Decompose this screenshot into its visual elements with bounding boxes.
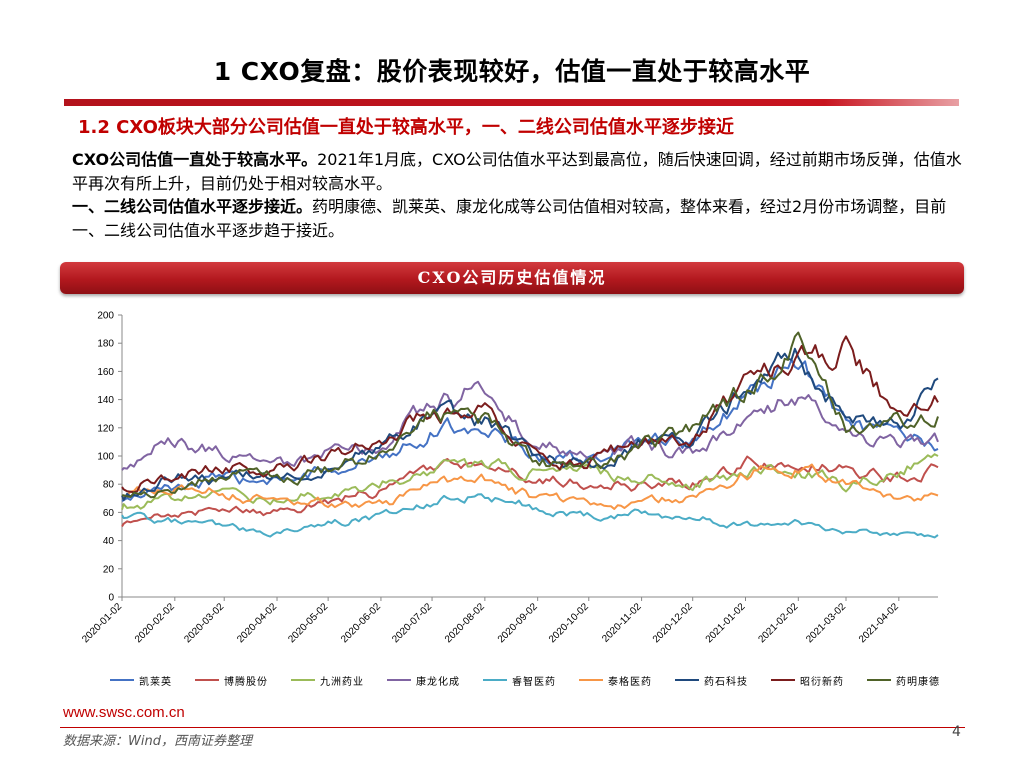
chart-banner: CXO公司历史估值情况 [60, 262, 964, 294]
y-tick-label: 80 [103, 480, 115, 491]
legend-label: 药明康德 [896, 676, 940, 688]
section-subtitle: 1.2 CXO板块大部分公司估值一直处于较高水平，一、二线公司估值水平逐步接近 [78, 117, 734, 138]
y-tick-label: 60 [103, 508, 115, 519]
x-tick-label: 2020-01-02 [80, 601, 124, 645]
y-tick-label: 140 [97, 395, 114, 406]
legend-item-2: 九洲药业 [291, 673, 364, 688]
legend-item-6: 药石科技 [675, 673, 748, 688]
legend-label: 康龙化成 [416, 676, 460, 688]
series-line-1 [121, 455, 939, 528]
footer-rule [60, 727, 965, 728]
site-url[interactable]: www.swsc.com.cn [63, 704, 185, 721]
y-tick-label: 160 [97, 367, 114, 378]
y-tick-label: 40 [103, 536, 115, 547]
legend-swatch [771, 679, 795, 681]
y-tick-label: 120 [97, 423, 114, 434]
legend-swatch [579, 679, 603, 681]
x-tick-label: 2020-09-02 [496, 601, 540, 645]
y-tick-label: 0 [108, 593, 114, 604]
page-number: 4 [952, 724, 961, 740]
legend-item-1: 博腾股份 [195, 673, 268, 688]
legend-swatch [867, 679, 891, 681]
legend-swatch [291, 679, 315, 681]
slide-title: 1 CXO复盘：股价表现较好，估值一直处于较高水平 [213, 57, 811, 86]
legend-label: 睿智医药 [512, 676, 556, 688]
x-tick-label: 2021-03-02 [804, 601, 848, 645]
paragraph-1: CXO公司估值一直处于较高水平。2021年1月底，CXO公司估值水平达到最高位，… [72, 148, 962, 195]
x-tick-label: 2020-02-02 [133, 601, 177, 645]
paragraph-2-text: 药明康德、凯莱英、康龙化成等公司估值相对较高，整体来看，经过2月份市场调整，目前… [72, 197, 947, 240]
series-line-2 [121, 453, 939, 510]
y-tick-label: 100 [97, 452, 114, 463]
legend-label: 凯莱英 [139, 676, 172, 688]
legend-label: 博腾股份 [224, 676, 268, 688]
x-tick-label: 2020-07-02 [390, 601, 434, 645]
y-axis: 0 20 40 60 80 100 120 140 160 180 200 [97, 311, 123, 604]
legend-swatch [387, 679, 411, 681]
legend-item-4: 睿智医药 [483, 673, 556, 688]
legend-label: 药石科技 [704, 676, 748, 688]
legend-item-7: 昭衍新药 [771, 673, 844, 688]
legend-item-3: 康龙化成 [387, 673, 460, 688]
paragraph-1-text: 2021年1月底，CXO公司估值水平达到最高位，随后快速回调，经过前期市场反弹，… [72, 150, 962, 193]
y-tick-label: 180 [97, 339, 114, 350]
series-line-6 [121, 347, 939, 501]
legend-label: 泰格医药 [608, 676, 652, 688]
x-tick-label: 2020-03-02 [182, 601, 226, 645]
legend-item-0: 凯莱英 [110, 673, 172, 688]
legend-item-5: 泰格医药 [579, 673, 652, 688]
paragraph-1-bold: CXO公司估值一直处于较高水平。 [72, 150, 318, 169]
x-tick-label: 2021-01-02 [704, 601, 748, 645]
y-tick-label: 200 [97, 311, 114, 322]
title-rule [64, 99, 959, 106]
legend-swatch [483, 679, 507, 681]
x-tick-label: 2021-02-02 [756, 601, 800, 645]
legend-item-8: 药明康德 [867, 673, 940, 688]
body-text: CXO公司估值一直处于较高水平。2021年1月底，CXO公司估值水平达到最高位，… [72, 148, 962, 242]
legend-label: 九洲药业 [320, 676, 364, 688]
x-axis: 2020-01-02 2020-02-02 2020-03-02 2020-04-02… [80, 596, 938, 645]
x-tick-label: 2020-04-02 [235, 601, 279, 645]
x-tick-label: 2020-12-02 [651, 601, 695, 645]
series-line-4 [121, 493, 939, 539]
legend-swatch [195, 679, 219, 681]
y-tick-label: 20 [103, 564, 115, 575]
series-line-8 [121, 331, 939, 499]
paragraph-2: 一、二线公司估值水平逐步接近。药明康德、凯莱英、康龙化成等公司估值相对较高，整体… [72, 195, 962, 242]
data-source: 数据来源：Wind，西南证券整理 [63, 734, 252, 749]
x-tick-label: 2020-05-02 [286, 601, 330, 645]
x-tick-label: 2020-06-02 [339, 601, 383, 645]
legend-swatch [110, 679, 134, 681]
x-tick-label: 2021-04-02 [857, 601, 901, 645]
series-line-0 [121, 358, 939, 502]
series-lines [121, 331, 939, 539]
legend-swatch [675, 679, 699, 681]
paragraph-2-bold: 一、二线公司估值水平逐步接近。 [72, 197, 313, 216]
legend-label: 昭衍新药 [800, 676, 844, 688]
x-tick-label: 2020-11-02 [600, 601, 644, 645]
chart-legend: 凯莱英 博腾股份 九洲药业 康龙化成 睿智医药 泰格医药 药石科技 昭衍新药 药明康德 [110, 670, 940, 690]
series-line-7 [121, 335, 939, 494]
series-line-5 [121, 463, 939, 510]
x-tick-label: 2020-10-02 [547, 601, 591, 645]
x-tick-label: 2020-08-02 [443, 601, 487, 645]
